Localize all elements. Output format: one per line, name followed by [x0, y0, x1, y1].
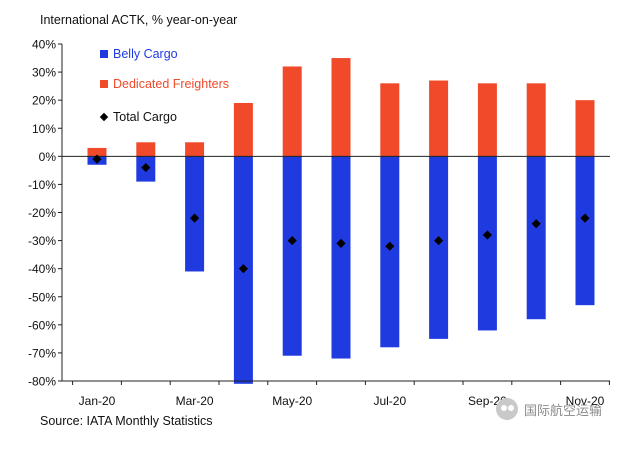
legend-swatch-belly-cargo — [100, 50, 108, 58]
marker-total-cargo — [434, 235, 444, 246]
y-tick-label: -40% — [28, 262, 56, 276]
bar-belly-cargo — [331, 156, 351, 359]
legend-marker-total-cargo — [99, 112, 109, 122]
bar-dedicated-freighters — [282, 66, 302, 157]
bar-belly-cargo — [575, 156, 595, 306]
y-tick-label: -50% — [28, 290, 56, 304]
marker-total-cargo — [336, 238, 346, 248]
bar-dedicated-freighters — [429, 80, 449, 157]
marker-total-cargo — [482, 230, 492, 240]
marker-total-cargo — [141, 162, 151, 173]
bar-belly-cargo — [282, 156, 302, 356]
y-tick-label: -20% — [28, 206, 56, 220]
bar-dedicated-freighters — [526, 83, 546, 157]
legend-label-dedicated-freighters: Dedicated Freighters — [113, 77, 229, 91]
watermark-text: 国际航空运输 — [524, 403, 603, 419]
legend-label-total-cargo: Total Cargo — [113, 110, 177, 124]
marker-total-cargo — [190, 213, 200, 223]
bar-belly-cargo — [380, 156, 400, 348]
marker-total-cargo — [385, 241, 395, 251]
y-tick-label: 40% — [32, 38, 56, 52]
bar-dedicated-freighters — [380, 83, 400, 157]
bar-belly-cargo — [429, 156, 449, 339]
bar-dedicated-freighters — [136, 142, 156, 157]
chart-title: International ACTK, % year-on-year — [40, 13, 237, 27]
x-tick-label: Jan-20 — [79, 394, 116, 408]
y-tick-label: 10% — [32, 122, 56, 136]
bar-dedicated-freighters — [185, 142, 205, 157]
y-tick-label: -70% — [28, 346, 56, 360]
bar-dedicated-freighters — [331, 58, 351, 157]
bar-belly-cargo — [477, 156, 497, 331]
bar-dedicated-freighters — [575, 100, 595, 157]
y-tick-label: -10% — [28, 178, 56, 192]
bar-belly-cargo — [526, 156, 546, 320]
y-tick-label: -30% — [28, 234, 56, 248]
legend-swatch-dedicated-freighters — [100, 80, 108, 88]
x-tick-label: Nov-20 — [566, 394, 605, 408]
legend-label-belly-cargo: Belly Cargo — [113, 47, 178, 61]
x-tick-label: Jul-20 — [373, 394, 406, 408]
bar-dedicated-freighters — [233, 102, 253, 157]
y-tick-label: 0% — [39, 150, 57, 164]
bar-dedicated-freighters — [87, 147, 107, 157]
wechat-icon — [496, 398, 518, 420]
marker-total-cargo — [92, 154, 102, 164]
y-tick-label: -80% — [28, 375, 56, 389]
marker-total-cargo — [580, 213, 590, 223]
y-tick-label: 30% — [32, 66, 56, 80]
x-tick-label: May-20 — [272, 394, 312, 408]
chart-source: Source: IATA Monthly Statistics — [40, 414, 213, 428]
y-tick-label: 20% — [32, 94, 56, 108]
y-tick-label: -60% — [28, 318, 56, 332]
marker-total-cargo — [238, 264, 248, 274]
marker-total-cargo — [531, 219, 541, 229]
bar-dedicated-freighters — [477, 83, 497, 157]
marker-total-cargo — [287, 235, 297, 246]
watermark: 国际航空运输 — [496, 398, 602, 420]
x-tick-label: Mar-20 — [176, 394, 214, 408]
